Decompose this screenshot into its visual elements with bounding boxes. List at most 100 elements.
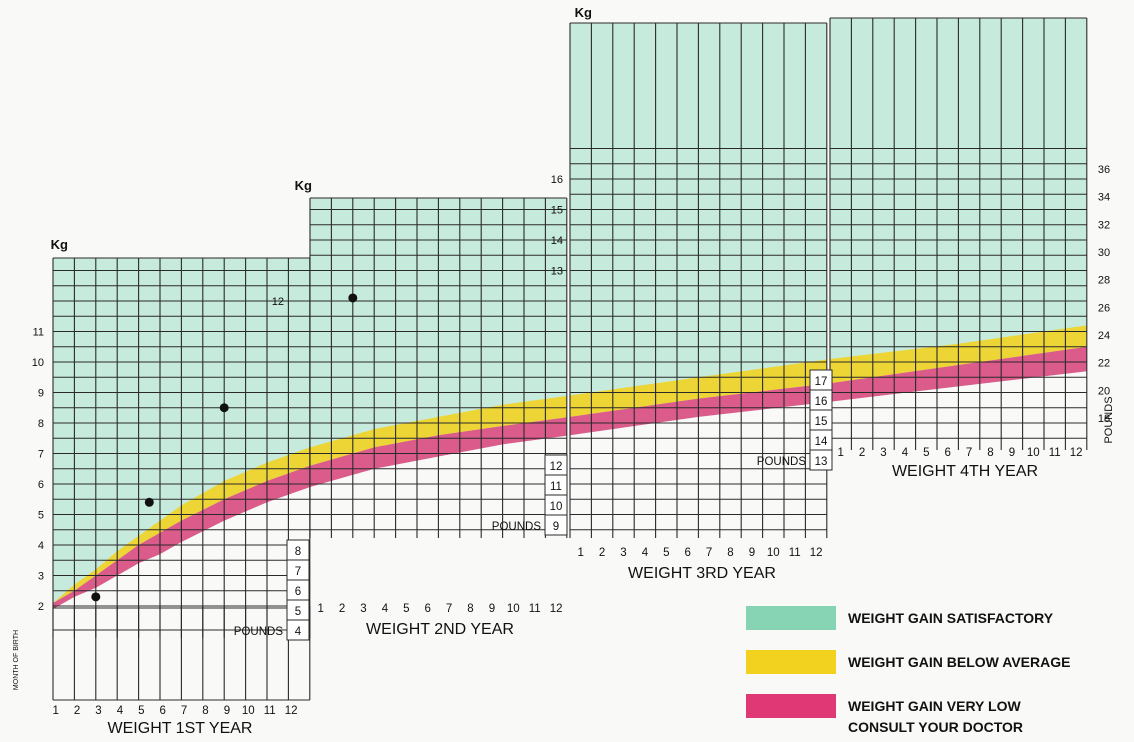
kg-tick-label: 7	[38, 449, 44, 461]
month-tick-label: 2	[599, 547, 605, 559]
plotted-points	[91, 293, 358, 602]
month-tick-label: 7	[966, 447, 972, 459]
month-tick-label: 5	[403, 603, 409, 615]
month-tick-label: 4	[902, 447, 909, 459]
panel-title: WEIGHT 3RD YEAR	[628, 565, 776, 582]
kg-axis-label: Kg	[575, 5, 592, 20]
month-tick-label: 12	[285, 705, 298, 717]
month-tick-label: 1	[837, 447, 843, 459]
month-tick-label: 3	[880, 447, 886, 459]
month-tick-label: 11	[1049, 447, 1061, 459]
pounds-tick-label: 6	[295, 586, 301, 598]
pounds-tick-label: 18	[1098, 413, 1110, 425]
pounds-tick-label: 16	[815, 396, 828, 408]
pounds-cell	[544, 514, 568, 536]
month-tick-label: 10	[242, 705, 255, 717]
month-tick-label: 12	[550, 603, 563, 615]
month-tick-label: 4	[117, 705, 124, 717]
pounds-tick-label: 9	[553, 521, 559, 533]
month-tick-label: 4	[642, 547, 649, 559]
kg-tick-label: 6	[38, 479, 44, 491]
legend-label: WEIGHT GAIN SATISFACTORY	[848, 610, 1054, 626]
month-tick-label: 6	[944, 447, 950, 459]
pounds-tick-label: 26	[1098, 302, 1110, 314]
legend-label: CONSULT YOUR DOCTOR	[848, 719, 1023, 735]
month-tick-label: 3	[360, 603, 366, 615]
legend-swatch	[746, 606, 836, 630]
pounds-label: POUNDS	[492, 521, 542, 533]
pounds-tick-label: 11	[550, 481, 562, 493]
month-tick-label: 8	[467, 603, 473, 615]
month-tick-label: 5	[138, 705, 144, 717]
band-very-low	[53, 346, 1087, 609]
month-tick-label: 8	[987, 447, 993, 459]
month-tick-label: 1	[577, 547, 583, 559]
kg-tick-label: 9	[38, 388, 44, 400]
legend-label: WEIGHT GAIN VERY LOW	[848, 698, 1021, 714]
month-tick-label: 9	[224, 705, 230, 717]
month-tick-label: 10	[507, 603, 520, 615]
month-tick-label: 7	[181, 705, 187, 717]
pounds-axis-label: POUNDS	[1103, 396, 1115, 443]
pounds-label: POUNDS	[757, 456, 807, 468]
month-tick-label: 9	[749, 547, 755, 559]
pounds-tick-label: 13	[815, 456, 828, 468]
month-tick-label: 10	[1027, 447, 1040, 459]
month-tick-label: 6	[424, 603, 430, 615]
month-tick-label: 2	[859, 447, 865, 459]
pounds-cell	[286, 619, 310, 641]
kg-tick-label: 12	[272, 296, 284, 308]
pounds-tick-label: 32	[1098, 219, 1110, 231]
chart-grid	[52, 17, 1088, 701]
kg-tick-label: 15	[551, 205, 563, 217]
pounds-cell	[809, 449, 833, 471]
month-tick-label: 6	[159, 705, 165, 717]
legend-label: WEIGHT GAIN BELOW AVERAGE	[848, 654, 1070, 670]
legend-swatch	[746, 694, 836, 718]
month-tick-label: 5	[663, 547, 669, 559]
panel-title: WEIGHT 4TH YEAR	[892, 463, 1038, 480]
pounds-tick-label: 15	[815, 416, 828, 428]
month-tick-label: 3	[95, 705, 101, 717]
month-tick-label: 4	[382, 603, 389, 615]
kg-tick-label: 5	[38, 510, 44, 522]
kg-tick-label: 3	[38, 571, 44, 583]
band-below-average	[53, 325, 1087, 603]
pounds-tick-label: 28	[1098, 275, 1110, 287]
pounds-tick-label: 10	[550, 501, 563, 513]
month-tick-label: 8	[727, 547, 733, 559]
pounds-tick-label: 7	[295, 566, 301, 578]
pounds-tick-label: 30	[1098, 247, 1110, 259]
kg-tick-label: 10	[32, 357, 44, 369]
pounds-tick-label: 12	[550, 461, 563, 473]
month-tick-label: 9	[1009, 447, 1015, 459]
month-of-birth-label: MONTH OF BIRTH	[13, 630, 20, 690]
legend-swatch	[746, 650, 836, 674]
kg-tick-label: 13	[551, 266, 563, 278]
kg-axis-label: Kg	[295, 178, 312, 193]
month-tick-label: 10	[767, 547, 780, 559]
month-tick-label: 12	[1070, 447, 1083, 459]
pounds-tick-label: 20	[1098, 385, 1110, 397]
month-tick-label: 11	[789, 547, 801, 559]
month-tick-label: 7	[706, 547, 712, 559]
pounds-tick-label: 36	[1098, 164, 1110, 176]
pounds-tick-label: 14	[815, 436, 828, 448]
month-tick-label: 9	[489, 603, 495, 615]
panel-title: WEIGHT 1ST YEAR	[108, 720, 253, 737]
pounds-tick-label: 5	[295, 606, 301, 618]
panel-title: WEIGHT 2ND YEAR	[366, 621, 514, 638]
kg-tick-label: 14	[551, 235, 563, 247]
kg-tick-label: 11	[33, 327, 44, 339]
plotted-point	[144, 497, 154, 507]
month-tick-label: 11	[264, 705, 276, 717]
plotted-point	[91, 592, 101, 602]
month-tick-label: 7	[446, 603, 452, 615]
kg-axis-label: Kg	[51, 237, 68, 252]
month-tick-label: 11	[529, 603, 541, 615]
plotted-point	[219, 403, 229, 413]
month-tick-label: 1	[317, 603, 323, 615]
pounds-label: POUNDS	[234, 626, 284, 638]
